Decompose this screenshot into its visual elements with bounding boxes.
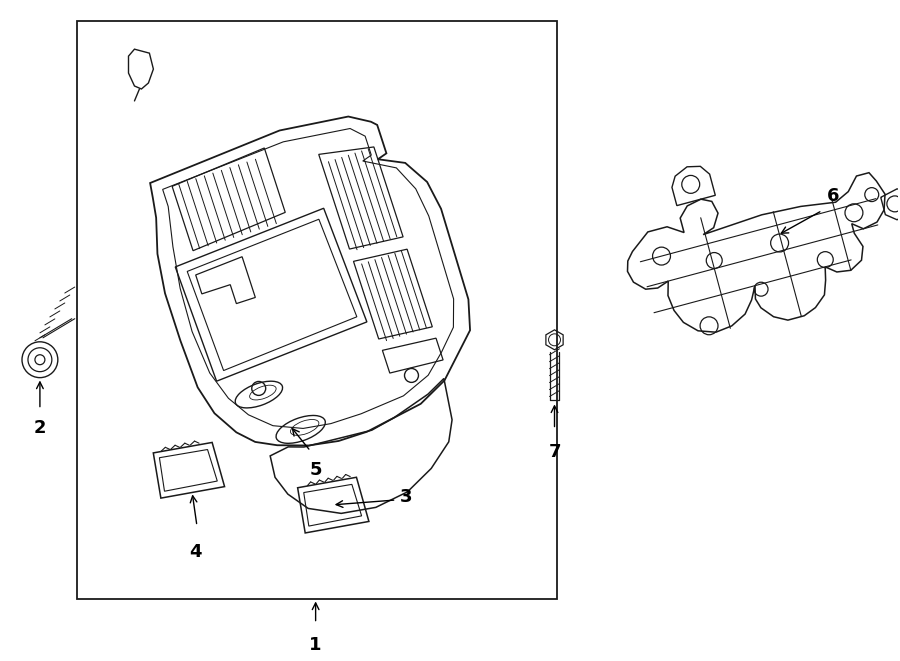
Text: 2: 2 (33, 420, 46, 438)
Text: 6: 6 (827, 188, 840, 206)
Text: 7: 7 (548, 444, 561, 461)
Text: 5: 5 (310, 461, 322, 479)
Text: 1: 1 (310, 637, 322, 654)
Text: 4: 4 (189, 543, 202, 561)
Text: 3: 3 (400, 488, 412, 506)
